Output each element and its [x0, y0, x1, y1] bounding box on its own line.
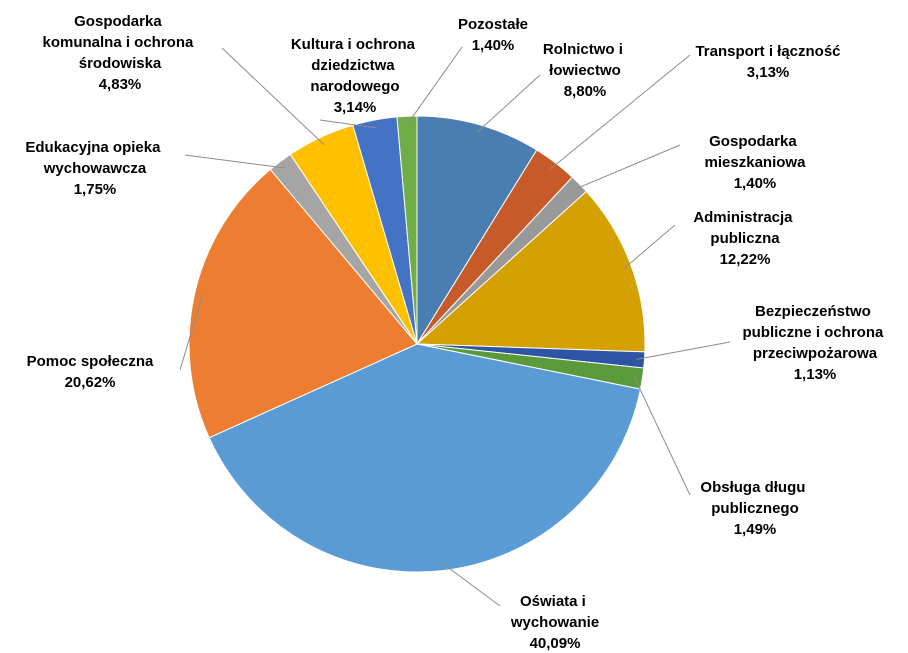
leader-line	[573, 144, 681, 191]
value-label: 1,13%	[794, 366, 837, 383]
leader-line	[184, 154, 286, 169]
value-label: 8,80%	[564, 83, 607, 100]
leader-line	[636, 341, 731, 360]
leader-line	[550, 54, 691, 170]
category-label: Oświata i wychowanie	[510, 593, 599, 631]
leader-line	[633, 377, 691, 496]
value-label: 3,13%	[747, 64, 790, 81]
leader-line	[623, 224, 676, 270]
pie-slice	[188, 168, 418, 439]
value-label: 12,22%	[720, 251, 771, 268]
leader-line	[441, 562, 501, 607]
value-label: 3,14%	[334, 99, 377, 116]
labels: Rolnictwo i łowiectwo 8,80% Transport i łą…	[25, 13, 887, 652]
pie-slice	[416, 115, 538, 346]
leader-line	[179, 294, 203, 371]
leader-line	[406, 46, 463, 125]
value-label: 4,83%	[99, 76, 142, 93]
category-label: Pomoc społeczna	[27, 353, 154, 370]
value-label: 40,09%	[530, 635, 581, 652]
pie-slice	[208, 343, 642, 573]
pie	[188, 115, 646, 573]
category-label: Gospodarka mieszkaniowa	[705, 133, 807, 171]
value-label: 20,62%	[65, 374, 116, 391]
pie-slice	[396, 115, 418, 345]
category-label: Transport i łączność	[695, 43, 840, 60]
leader-line	[476, 74, 541, 133]
value-label: 1,75%	[74, 181, 117, 198]
value-label: 1,40%	[472, 37, 515, 54]
category-label: Pozostałe	[458, 16, 528, 33]
category-label: Rolnictwo i łowiectwo	[543, 41, 627, 79]
category-label: Kultura i ochrona dziedzictwa narodowego	[291, 36, 419, 95]
category-label: Obsługa długu publicznego	[700, 479, 809, 517]
pie-slice	[415, 190, 646, 353]
leader-line	[221, 47, 325, 146]
leader-line	[319, 119, 377, 129]
category-label: Bezpieczeństwo publiczne i ochrona przec…	[742, 303, 887, 362]
category-label: Gospodarka komunalna i ochrona środowisk…	[42, 13, 197, 72]
category-label: Edukacyjna opieka wychowawcza	[25, 139, 164, 177]
value-label: 1,40%	[734, 175, 777, 192]
category-label: Administracja publiczna	[693, 209, 796, 247]
value-label: 1,49%	[734, 521, 777, 538]
